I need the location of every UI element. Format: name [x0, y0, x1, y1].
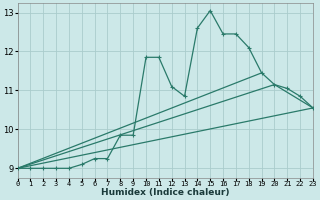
X-axis label: Humidex (Indice chaleur): Humidex (Indice chaleur)	[101, 188, 229, 197]
